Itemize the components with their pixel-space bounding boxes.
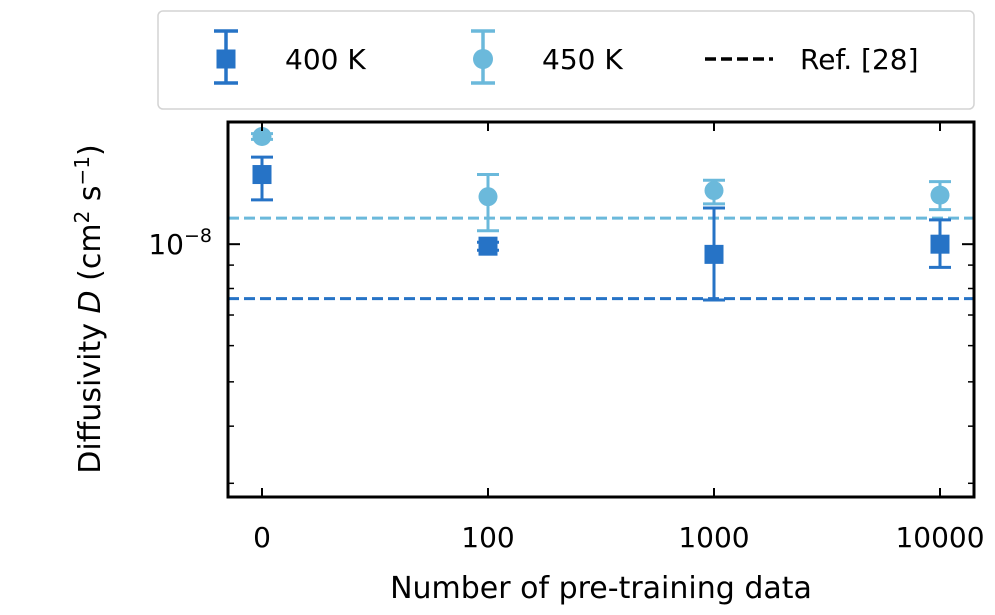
data-point-450k-10000: [929, 180, 951, 212]
marker-circle: [252, 126, 272, 146]
marker-square: [930, 234, 950, 254]
legend-frame: [157, 10, 975, 110]
data-point-450k-0: [251, 126, 273, 146]
legend-label: 450 K: [542, 43, 623, 76]
marker-square: [704, 244, 724, 264]
x-tick-label: 10000: [895, 521, 984, 554]
y-axis-label: Diffusivity D (cm2 s−1): [70, 144, 108, 473]
legend: 400 K 450 K Ref. [28]: [157, 10, 975, 110]
axes-frame: [226, 120, 976, 499]
x-tick-label: 100: [461, 521, 514, 554]
legend-entry-3: Ref. [28]: [705, 43, 919, 76]
legend-marker-square: [216, 49, 236, 69]
legend-entry-2: 450 K: [471, 29, 623, 85]
data-point-400k-100: [477, 236, 499, 256]
data-point-400k-1000: [703, 206, 725, 302]
data-point-450k-1000: [703, 178, 725, 206]
x-axis-label: Number of pre-training data: [390, 571, 812, 606]
data-point-400k-10000: [929, 218, 951, 269]
plot-area: 0 100 1000 10000: [226, 120, 985, 554]
legend-label: Ref. [28]: [800, 43, 919, 76]
data-point-450k-100: [477, 173, 499, 233]
marker-square: [252, 165, 272, 185]
marker-circle: [704, 181, 724, 201]
marker-circle: [930, 185, 950, 205]
legend-label: 400 K: [285, 43, 366, 76]
legend-entry-1: 400 K: [214, 29, 366, 85]
marker-circle: [478, 187, 498, 207]
marker-square: [478, 236, 498, 256]
y-tick-label: 10−8: [148, 225, 212, 261]
x-tick-label: 1000: [678, 521, 749, 554]
x-tick-label: 0: [253, 521, 271, 554]
legend-marker-circle: [473, 49, 493, 69]
data-point-400k-0: [251, 155, 273, 202]
